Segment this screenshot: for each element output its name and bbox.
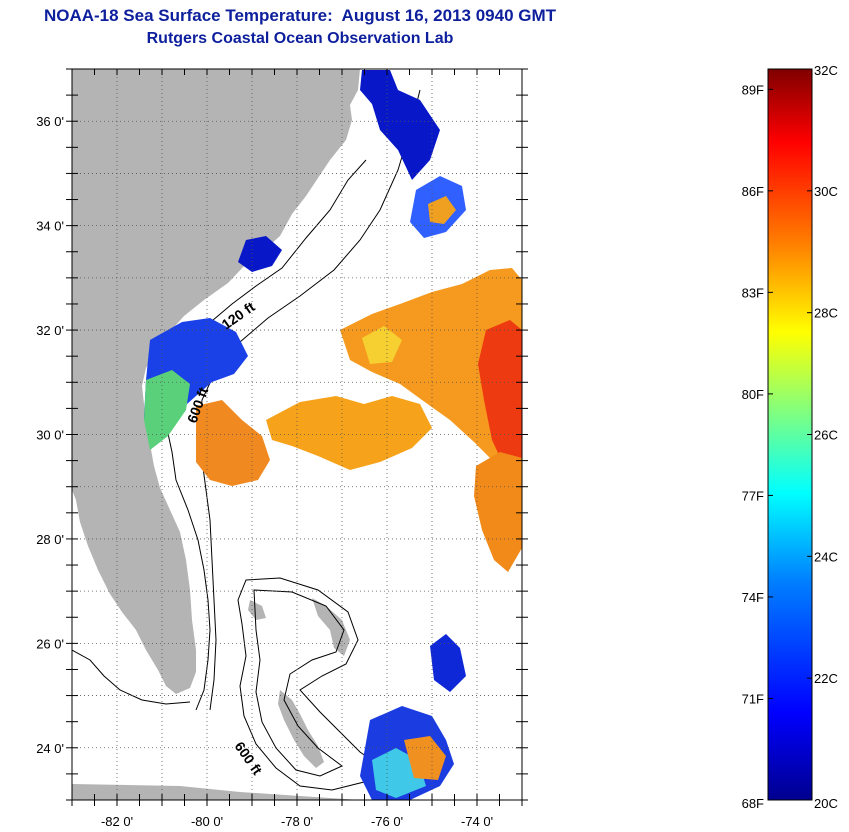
colorbar-label-celsius: 20C [814,796,838,811]
lon-tick-label: -74 0' [461,814,493,829]
colorbar-label-fahrenheit: 77F [742,488,764,503]
colorbar-label-fahrenheit: 80F [742,387,764,402]
lat-tick-label: 30 0' [36,428,64,443]
colorbar: 32C 30C 28C 26C 24C 22C 20C 89F 86F 83F 80F 77F 74F 7… [742,63,838,811]
land-cuba [72,784,360,800]
map-subtitle: Rutgers Coastal Ocean Observation Lab [146,30,454,47]
grid-lines [72,69,522,800]
lat-tick-label: 24 0' [36,741,64,756]
contour-florida-keys [72,649,191,705]
sst-data [144,70,522,800]
lon-tick-label: -82 0' [101,814,133,829]
sst-patch-fl-warm [196,400,270,486]
sst-patch-offshore-yellow [362,326,402,364]
sst-patch-bahamas-north [430,634,466,692]
sst-patch-ga-green [144,370,190,450]
colorbar-label-celsius: 26C [814,428,838,443]
colorbar-label-celsius: 32C [814,63,838,78]
colorbar-label-fahrenheit: 86F [742,184,764,199]
map-title: NOAA-18 Sea Surface Temperature: August … [43,6,557,25]
title-block: NOAA-18 Sea Surface Temperature: August … [0,4,600,50]
lon-tick-label: -78 0' [281,814,313,829]
lat-tick-label: 32 0' [36,323,64,338]
sst-patch-nc-warm-2 [428,196,456,224]
sst-patch-south-orange [404,736,446,780]
lon-tick-label: -80 0' [191,814,223,829]
sst-patch-east-band [474,452,522,572]
land-bahamas-1 [312,598,350,656]
colorbar-label-fahrenheit: 89F [742,82,764,97]
lon-tick-label: -76 0' [371,814,403,829]
colorbar-label-celsius: 24C [814,549,838,564]
sst-patch-offshore [340,268,522,480]
lat-tick-label: 34 0' [36,219,64,234]
lat-tick-label: 28 0' [36,532,64,547]
sst-patch-nc-coast [360,70,440,180]
sst-patch-gulfstream [266,396,432,470]
colorbar-labels: 32C 30C 28C 26C 24C 22C 20C 89F 86F 83F 80F 77F 74F 7… [742,63,838,811]
colorbar-label-celsius: 28C [814,306,838,321]
contour-bahamas-2 [253,589,345,777]
lat-tick-label: 36 0' [36,114,64,129]
colorbar-label-fahrenheit: 71F [742,691,764,706]
contour-600ft [199,89,421,711]
sst-patch-sc-coast [238,236,282,272]
colorbar-label-celsius: 30C [814,184,838,199]
colorbar-label-fahrenheit: 83F [742,285,764,300]
colorbar-label-celsius: 22C [814,671,838,686]
colorbar-gradient [767,68,813,801]
land-bahamas-3 [248,600,266,620]
colorbar-label-fahrenheit: 74F [742,590,764,605]
lat-tick-label: 26 0' [36,636,64,651]
axis-ticks: 24 0' 26 0' 28 0' 30 0' 32 0' 34 0' 36 0' -82 0… [36,68,528,829]
sst-patch-offshore-hot [478,320,522,470]
colorbar-label-fahrenheit: 68F [742,796,764,811]
